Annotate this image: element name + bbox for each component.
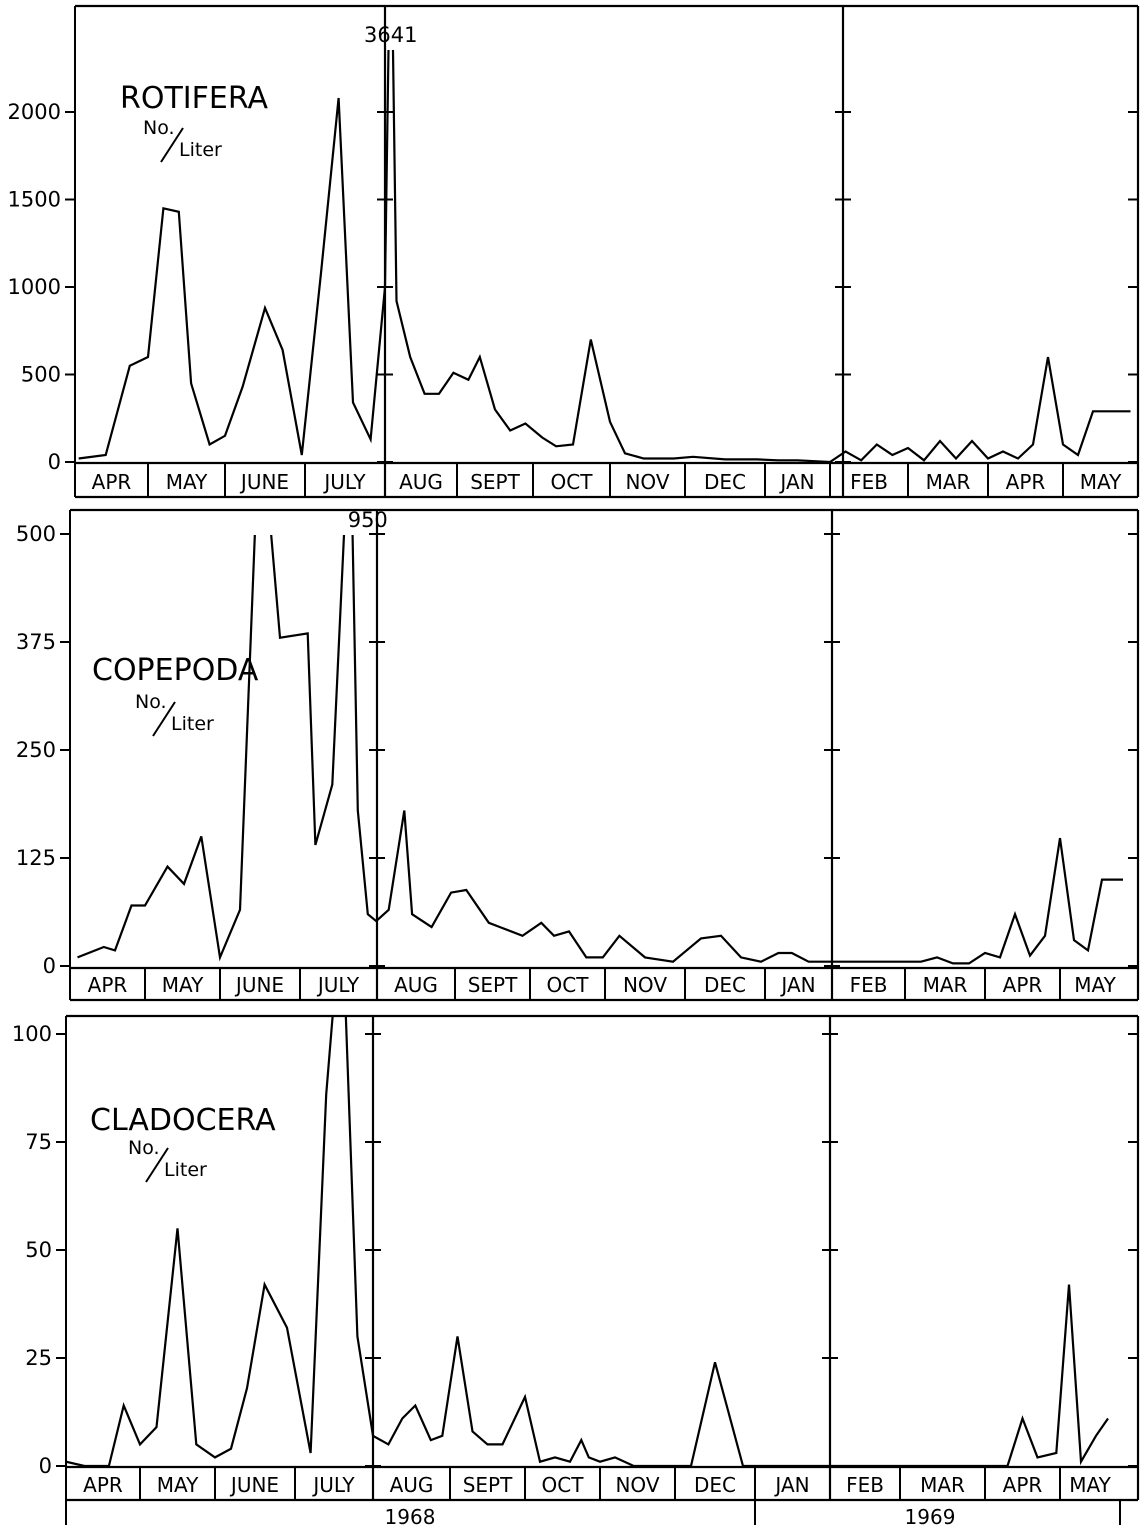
panel-copepoda: 0 125 250 375 500 APR MAY JUNE JULY AUG SEPT OCT NOV…: [16, 508, 1140, 1002]
month-label: AUG: [394, 973, 438, 997]
month-label: MAR: [920, 1473, 965, 1497]
month-label: JULY: [322, 470, 366, 494]
y-tick-label: 1500: [8, 188, 61, 212]
month-label: JAN: [778, 470, 814, 494]
month-label: NOV: [623, 973, 667, 997]
y-tick-label: 0: [48, 450, 61, 474]
unit-slash: [152, 701, 176, 737]
month-label: FEB: [850, 973, 888, 997]
month-label: NOV: [625, 470, 669, 494]
panel-cladocera: 0 25 50 75 100 APR MAY JUNE JULY AUG SEPT OCT NOV DEC…: [12, 1014, 1140, 1525]
month-label: OCT: [551, 470, 594, 494]
series-line-cladocera: [66, 1016, 1109, 1467]
panel-title: COPEPODA: [92, 653, 259, 688]
month-label: SEPT: [470, 470, 520, 494]
y-tick-label: 100: [12, 1022, 52, 1046]
month-label: FEB: [846, 1473, 884, 1497]
month-label: MAR: [923, 973, 968, 997]
month-label: JAN: [773, 1473, 809, 1497]
month-label: MAY: [166, 470, 208, 494]
month-label: SEPT: [468, 973, 518, 997]
unit-slash: [145, 1147, 169, 1183]
month-label: MAR: [926, 470, 971, 494]
month-label: DEC: [704, 973, 746, 997]
y-tick-label: 250: [16, 738, 56, 762]
month-label: APR: [1003, 1473, 1043, 1497]
unit-slash: [160, 127, 184, 163]
y-tick-label: 2000: [8, 100, 61, 124]
month-label: APR: [1003, 973, 1043, 997]
year-label-1969: 1969: [905, 1505, 956, 1525]
series-line-copepoda: [77, 535, 1123, 965]
month-label: DEC: [694, 1473, 736, 1497]
unit-numerator: No.: [128, 1137, 160, 1159]
y-tick-label: 1000: [8, 275, 61, 299]
month-label: AUG: [390, 1473, 434, 1497]
y-tick-label: 500: [21, 363, 61, 387]
panel-title: ROTIFERA: [120, 81, 268, 116]
year-label-1968: 1968: [385, 1505, 436, 1525]
y-tick-label: 75: [25, 1130, 52, 1154]
month-label: MAY: [1074, 973, 1116, 997]
peak-annotation: 950: [348, 508, 388, 532]
panel-rotifera: 0 500 1000 1500 2000 APR MAY JUNE JULY AUG SEPT OCT…: [8, 4, 1140, 499]
month-label: APR: [88, 973, 128, 997]
month-label: DEC: [704, 470, 746, 494]
month-label: MAY: [1080, 470, 1122, 494]
unit-denominator: Liter: [179, 139, 222, 161]
y-tick-label: 50: [25, 1238, 52, 1262]
peak-annotation: 3641: [364, 23, 417, 47]
month-label: OCT: [542, 1473, 585, 1497]
month-label: AUG: [399, 470, 443, 494]
y-tick-label: 25: [25, 1346, 52, 1370]
month-label: JUNE: [239, 470, 289, 494]
y-tick-label: 125: [16, 846, 56, 870]
month-label: APR: [92, 470, 132, 494]
month-label: MAY: [1069, 1473, 1111, 1497]
month-label: FEB: [850, 470, 888, 494]
month-label: JULY: [316, 973, 360, 997]
month-label: JUNE: [234, 973, 284, 997]
month-label: JAN: [779, 973, 815, 997]
unit-numerator: No.: [143, 117, 175, 139]
unit-denominator: Liter: [164, 1159, 207, 1181]
y-tick-label: 375: [16, 630, 56, 654]
month-label: OCT: [547, 973, 590, 997]
panel-title: CLADOCERA: [90, 1103, 276, 1138]
month-label: NOV: [615, 1473, 659, 1497]
y-tick-label: 0: [43, 954, 56, 978]
unit-denominator: Liter: [171, 713, 214, 735]
unit-numerator: No.: [135, 691, 167, 713]
month-label: MAY: [162, 973, 204, 997]
month-label: JULY: [311, 1473, 355, 1497]
month-label: MAY: [157, 1473, 199, 1497]
month-label: APR: [1006, 470, 1046, 494]
y-tick-label: 500: [16, 522, 56, 546]
month-label: APR: [83, 1473, 123, 1497]
y-tick-label: 0: [39, 1454, 52, 1478]
month-label: JUNE: [229, 1473, 279, 1497]
series-line-rotifera: [78, 50, 1131, 463]
month-label: SEPT: [463, 1473, 513, 1497]
